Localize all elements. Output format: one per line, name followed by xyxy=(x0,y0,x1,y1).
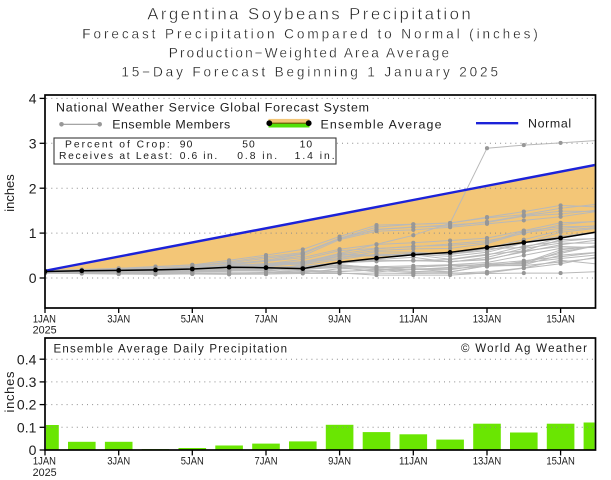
svg-text:inches: inches xyxy=(2,174,17,212)
svg-text:2: 2 xyxy=(29,180,37,196)
svg-text:15−Day Forecast Beginning 1 Ja: 15−Day Forecast Beginning 1 January 2025 xyxy=(121,64,498,79)
svg-text:7JAN: 7JAN xyxy=(255,314,278,326)
svg-text:0.4: 0.4 xyxy=(17,351,37,367)
svg-text:11JAN: 11JAN xyxy=(399,314,428,326)
svg-text:1JAN: 1JAN xyxy=(33,456,56,468)
svg-text:National Weather Service Globa: National Weather Service Global Forecast… xyxy=(56,101,369,115)
svg-text:0.1: 0.1 xyxy=(17,419,37,435)
svg-text:9JAN: 9JAN xyxy=(328,456,351,468)
svg-text:Ensemble Average: Ensemble Average xyxy=(321,118,442,132)
svg-text:10: 10 xyxy=(300,140,313,151)
svg-text:3JAN: 3JAN xyxy=(107,314,130,326)
svg-text:0.8 in.: 0.8 in. xyxy=(237,151,277,162)
svg-text:inches: inches xyxy=(2,371,17,413)
svg-text:11JAN: 11JAN xyxy=(399,456,428,468)
svg-text:4: 4 xyxy=(29,91,37,107)
svg-text:5JAN: 5JAN xyxy=(181,314,204,326)
svg-text:9JAN: 9JAN xyxy=(328,314,351,326)
svg-text:0.6 in.: 0.6 in. xyxy=(180,151,217,162)
svg-text:5JAN: 5JAN xyxy=(181,456,204,468)
svg-text:Production−Weighted Area Avera: Production−Weighted Area Average xyxy=(169,45,449,60)
svg-text:0: 0 xyxy=(29,270,37,286)
svg-text:3JAN: 3JAN xyxy=(107,456,130,468)
svg-text:2025: 2025 xyxy=(33,467,57,479)
svg-text:1.4 in.: 1.4 in. xyxy=(295,151,335,162)
svg-text:15JAN: 15JAN xyxy=(546,314,575,326)
svg-text:13JAN: 13JAN xyxy=(473,314,502,326)
svg-text:13JAN: 13JAN xyxy=(473,456,502,468)
svg-text:Forecast Precipitation Compare: Forecast Precipitation Compared to Norma… xyxy=(82,27,538,42)
svg-text:© World Ag Weather: © World Ag Weather xyxy=(461,343,587,355)
svg-text:50: 50 xyxy=(242,140,255,151)
svg-text:90: 90 xyxy=(180,140,193,151)
svg-text:0: 0 xyxy=(29,442,37,458)
svg-text:15JAN: 15JAN xyxy=(546,456,575,468)
svg-text:0.2: 0.2 xyxy=(17,397,37,413)
svg-text:Ensemble Average Daily Precipi: Ensemble Average Daily Precipitation xyxy=(54,343,288,355)
svg-text:Normal: Normal xyxy=(528,116,571,130)
svg-text:Ensemble Members: Ensemble Members xyxy=(112,118,230,132)
svg-text:1: 1 xyxy=(29,225,37,241)
svg-text:Receives at Least:: Receives at Least: xyxy=(59,151,172,162)
svg-text:1JAN: 1JAN xyxy=(33,314,56,326)
svg-text:0.3: 0.3 xyxy=(17,374,37,390)
svg-text:3: 3 xyxy=(29,135,37,151)
svg-text:7JAN: 7JAN xyxy=(255,456,278,468)
svg-text:2025: 2025 xyxy=(33,324,57,336)
